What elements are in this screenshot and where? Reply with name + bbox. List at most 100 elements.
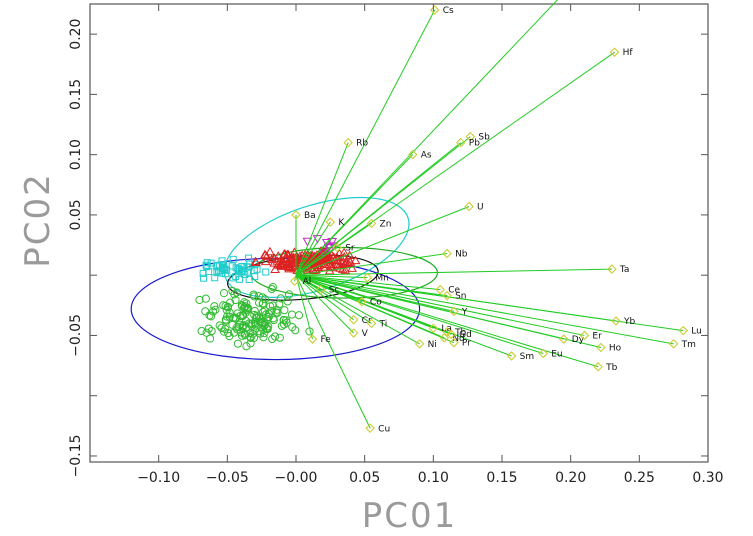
obs-triangle — [279, 259, 290, 268]
loading-label: Sc — [329, 286, 340, 296]
loading-marker — [429, 5, 440, 15]
loading-vector — [295, 206, 470, 276]
loading-vector — [295, 154, 414, 276]
x-axis: −0.10 −0.05 −0.00 0.05 0.10 0.15 0.20 0.25 0.30 — [137, 4, 724, 486]
obs-triangle — [340, 265, 351, 274]
obs-square — [221, 270, 229, 278]
loading-marker — [307, 334, 318, 344]
y-tick-label: −0.05 — [68, 314, 84, 357]
obs-circle — [270, 332, 280, 341]
loading-label: Yb — [623, 317, 635, 327]
obs-triangle — [282, 249, 293, 259]
obs-circle — [195, 295, 204, 305]
obs-circle — [240, 329, 249, 338]
loading-label: Cu — [378, 424, 390, 434]
obs-circle — [248, 329, 257, 339]
loading-vector — [295, 274, 441, 291]
loading-marker — [348, 328, 359, 338]
loading-label: Eu — [551, 350, 562, 360]
loading-label: Ta — [619, 265, 630, 275]
obs-circle — [206, 312, 216, 321]
obs-square — [232, 272, 240, 280]
obs-triangle — [317, 255, 328, 264]
obs-circle — [237, 331, 247, 340]
obs-circle — [205, 311, 214, 320]
loading-label: Pr — [462, 339, 471, 349]
obs-triangle — [265, 246, 275, 256]
loading-label: La — [441, 324, 452, 334]
obs-square — [220, 266, 228, 274]
obs-circle — [228, 320, 237, 329]
obs-circle — [242, 342, 251, 351]
obs-circle — [207, 326, 216, 336]
obs-triangle — [250, 256, 261, 266]
x-tick-label: −0.10 — [137, 470, 180, 486]
obs-circle — [219, 289, 229, 298]
x-axis-title: PC01 — [361, 496, 458, 536]
obs-circle — [233, 339, 243, 348]
observations-layer — [195, 235, 361, 351]
loading-marker — [668, 339, 679, 349]
loading-marker — [607, 264, 617, 274]
loading-marker — [506, 351, 517, 361]
obs-circle — [254, 298, 264, 307]
loading-label: Ni — [428, 340, 437, 350]
loading-label: Y — [461, 307, 468, 317]
obs-circle — [238, 321, 247, 331]
loading-marker — [289, 276, 300, 286]
obs-triangle — [334, 248, 345, 258]
obs-triangle — [350, 255, 361, 265]
loading-marker — [678, 325, 689, 336]
loading-marker — [362, 272, 373, 283]
obs-triangle — [343, 258, 354, 268]
obs-triangle — [345, 257, 356, 266]
obs-circle — [249, 290, 258, 299]
y-tick-label: 0.05 — [68, 199, 84, 230]
loading-label: Hf — [623, 48, 634, 58]
loading-vector — [295, 9, 436, 276]
obs-circle — [232, 323, 241, 332]
obs-circle — [239, 303, 249, 312]
obs-circle — [275, 333, 284, 342]
obs-circle — [223, 302, 232, 311]
loading-vector — [295, 274, 321, 291]
obs-square — [243, 263, 251, 271]
obs-square — [211, 274, 219, 282]
obs-square — [262, 268, 270, 276]
obs-circle — [206, 334, 215, 343]
loading-marker — [596, 342, 606, 353]
obs-triangle — [338, 256, 349, 266]
loading-vector — [295, 274, 599, 368]
obs-circle — [258, 299, 267, 308]
obs-circle — [281, 316, 291, 325]
obs-circle — [246, 339, 255, 348]
obs-triangle — [269, 253, 280, 262]
loading-label: Zn — [380, 219, 392, 229]
obs-square — [245, 254, 253, 262]
plot-frame — [89, 3, 709, 463]
loading-marker — [414, 339, 425, 349]
loading-vector — [295, 274, 512, 357]
obs-triangle — [261, 251, 272, 260]
obs-square — [219, 265, 227, 273]
obs-circle — [250, 306, 259, 316]
obs-triangle — [308, 265, 319, 275]
loading-vector — [295, 274, 371, 429]
x-tick-label: 0.20 — [555, 470, 586, 486]
obs-square — [205, 268, 213, 276]
loading-vector — [295, 274, 544, 355]
loading-label: K — [338, 218, 345, 228]
obs-circle — [255, 327, 264, 336]
loading-marker — [439, 333, 450, 343]
loading-vector — [295, 142, 462, 276]
loading-marker — [559, 334, 569, 344]
loading-label: Ba — [304, 211, 316, 221]
y-tick-label: 0.15 — [68, 79, 84, 110]
obs-triangle — [288, 256, 299, 265]
loading-marker — [343, 137, 353, 148]
y-axis-title: PC02 — [18, 172, 58, 268]
loading-marker — [325, 217, 336, 227]
loading-marker — [291, 210, 301, 220]
loading-marker — [315, 284, 326, 295]
